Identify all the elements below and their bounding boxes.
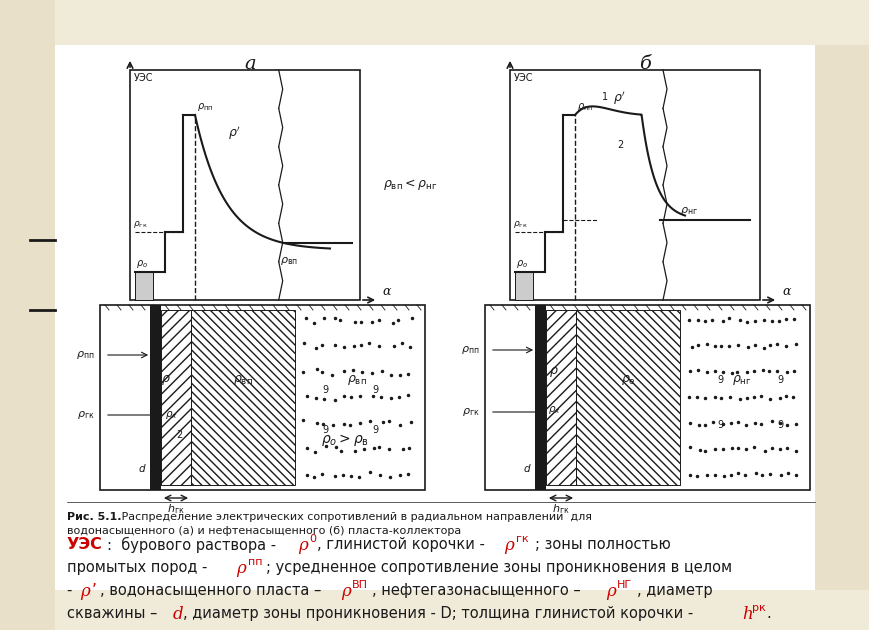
Text: $\rho_{\rm пп}$: $\rho_{\rm пп}$ xyxy=(461,344,480,356)
Bar xyxy=(161,310,191,485)
Text: .: . xyxy=(765,606,770,621)
Text: $\rho_{\rm вп}$: $\rho_{\rm вп}$ xyxy=(280,255,298,266)
Text: $\rho_x$: $\rho_x$ xyxy=(547,404,560,416)
Bar xyxy=(191,310,295,485)
Text: , диаметр: , диаметр xyxy=(636,583,712,598)
Text: б: б xyxy=(639,55,650,73)
Text: 9: 9 xyxy=(776,375,782,385)
Text: 9: 9 xyxy=(372,385,378,395)
Bar xyxy=(0,0,55,630)
Text: $\rho_{\rm гк}$: $\rho_{\rm гк}$ xyxy=(77,409,95,421)
Text: , глинистой корочки -: , глинистой корочки - xyxy=(316,537,489,552)
Text: гк: гк xyxy=(515,534,528,544)
Text: НГ: НГ xyxy=(616,580,632,590)
Bar xyxy=(509,70,760,300)
Text: ρ: ρ xyxy=(503,537,519,554)
Text: $\rho_o$: $\rho_o$ xyxy=(136,258,148,270)
Text: $\rho_{\rm гк}$: $\rho_{\rm гк}$ xyxy=(513,219,527,230)
Bar xyxy=(129,70,360,300)
Text: УЭС: УЭС xyxy=(134,73,153,83)
Text: $h_{\rm гк}$: $h_{\rm гк}$ xyxy=(552,502,569,516)
Text: $\rho_{\rm вп}$: $\rho_{\rm вп}$ xyxy=(233,373,253,387)
Text: $\rho$: $\rho$ xyxy=(548,365,558,379)
Text: $d$: $d$ xyxy=(138,462,147,474)
Text: d: d xyxy=(173,606,183,623)
Bar xyxy=(135,272,153,300)
Text: Распределение электрических сопротивлений в радиальном направлении  для: Распределение электрических сопротивлени… xyxy=(118,512,591,522)
Text: ρ: ρ xyxy=(298,537,308,554)
Text: 9: 9 xyxy=(322,385,328,395)
Text: $\rho_{\rm е}$: $\rho_{\rm е}$ xyxy=(620,373,634,387)
Text: -: - xyxy=(67,583,77,598)
Text: ρ: ρ xyxy=(235,560,251,577)
Text: $d$: $d$ xyxy=(523,462,531,474)
Text: УЭС: УЭС xyxy=(67,537,103,552)
Bar xyxy=(534,305,546,490)
Text: $\rho_{\rm гк}$: $\rho_{\rm гк}$ xyxy=(461,406,480,418)
Text: Рис. 5.1.: Рис. 5.1. xyxy=(67,512,122,522)
Text: $\rho_{\rm вп}$: $\rho_{\rm вп}$ xyxy=(347,373,367,387)
Text: $\rho_x$: $\rho_x$ xyxy=(164,409,177,421)
Text: $\rho_{\rm гк}$: $\rho_{\rm гк}$ xyxy=(133,219,148,230)
Text: ρ: ρ xyxy=(341,583,350,600)
Text: 1: 1 xyxy=(601,92,607,102)
Text: $\rho_{\rm нг}$: $\rho_{\rm нг}$ xyxy=(731,373,751,387)
Text: $\rho$: $\rho$ xyxy=(161,373,170,387)
Text: ρ: ρ xyxy=(606,583,615,600)
Bar xyxy=(546,310,575,485)
Text: h: h xyxy=(741,606,752,623)
Text: $\rho_{\rm вп}<\rho_{\rm нг}$: $\rho_{\rm вп}<\rho_{\rm нг}$ xyxy=(382,178,436,193)
Bar xyxy=(814,45,869,590)
Text: скважины –: скважины – xyxy=(67,606,162,621)
Text: ρ: ρ xyxy=(80,583,95,600)
Bar xyxy=(514,272,533,300)
Text: 9: 9 xyxy=(372,425,378,435)
Bar xyxy=(100,305,425,490)
Text: УЭС: УЭС xyxy=(514,73,533,83)
Bar xyxy=(484,305,809,490)
Bar xyxy=(575,310,680,485)
Text: 2: 2 xyxy=(616,140,622,150)
Text: 0: 0 xyxy=(308,534,315,544)
Text: $\rho_{\rm пп}$: $\rho_{\rm пп}$ xyxy=(76,349,95,361)
Text: $h_{\rm гк}$: $h_{\rm гк}$ xyxy=(167,502,184,516)
Text: рк: рк xyxy=(751,603,765,613)
Bar xyxy=(55,45,814,590)
Text: ɑ: ɑ xyxy=(781,285,790,298)
Text: пп: пп xyxy=(248,557,262,567)
Text: 2: 2 xyxy=(176,430,182,440)
Text: 9: 9 xyxy=(716,375,722,385)
Text: ɑ: ɑ xyxy=(381,285,390,298)
Text: , водонасыщенного пласта –: , водонасыщенного пласта – xyxy=(100,583,326,598)
Text: a: a xyxy=(244,55,255,73)
Text: 1: 1 xyxy=(152,330,158,340)
Text: ВП: ВП xyxy=(352,580,368,590)
Text: промытых пород -: промытых пород - xyxy=(67,560,212,575)
Text: $\rho_{\rm нг}$: $\rho_{\rm нг}$ xyxy=(680,205,697,217)
Text: ; усредненное сопротивление зоны проникновения в целом: ; усредненное сопротивление зоны проникн… xyxy=(266,560,732,575)
Text: , нефтегазонасыщенного –: , нефтегазонасыщенного – xyxy=(372,583,585,598)
Text: $\rho'$: $\rho'$ xyxy=(228,124,241,142)
Text: 9: 9 xyxy=(716,420,722,430)
Text: $\rho_{\rm пп}$: $\rho_{\rm пп}$ xyxy=(576,101,593,113)
Text: ’: ’ xyxy=(92,583,96,598)
Text: водонасыщенного (а) и нефтенасыщенного (б) пласта-коллектора: водонасыщенного (а) и нефтенасыщенного (… xyxy=(67,526,461,536)
Text: ; зоны полностью: ; зоны полностью xyxy=(534,537,670,552)
Text: 9: 9 xyxy=(322,425,328,435)
Bar xyxy=(149,305,161,490)
Text: $\rho_o$: $\rho_o$ xyxy=(515,258,527,270)
Text: $\rho_{\rm пп}$: $\rho_{\rm пп}$ xyxy=(196,101,213,113)
Text: :  бурового раствора -: : бурового раствора - xyxy=(107,537,281,553)
Text: $\rho_o > \rho_{\rm в}$: $\rho_o > \rho_{\rm в}$ xyxy=(321,432,368,448)
Text: $\rho'$: $\rho'$ xyxy=(613,89,625,107)
Text: 9: 9 xyxy=(776,420,782,430)
Text: , диаметр зоны проникновения - D; толщина глинистой корочки -: , диаметр зоны проникновения - D; толщин… xyxy=(182,606,697,621)
